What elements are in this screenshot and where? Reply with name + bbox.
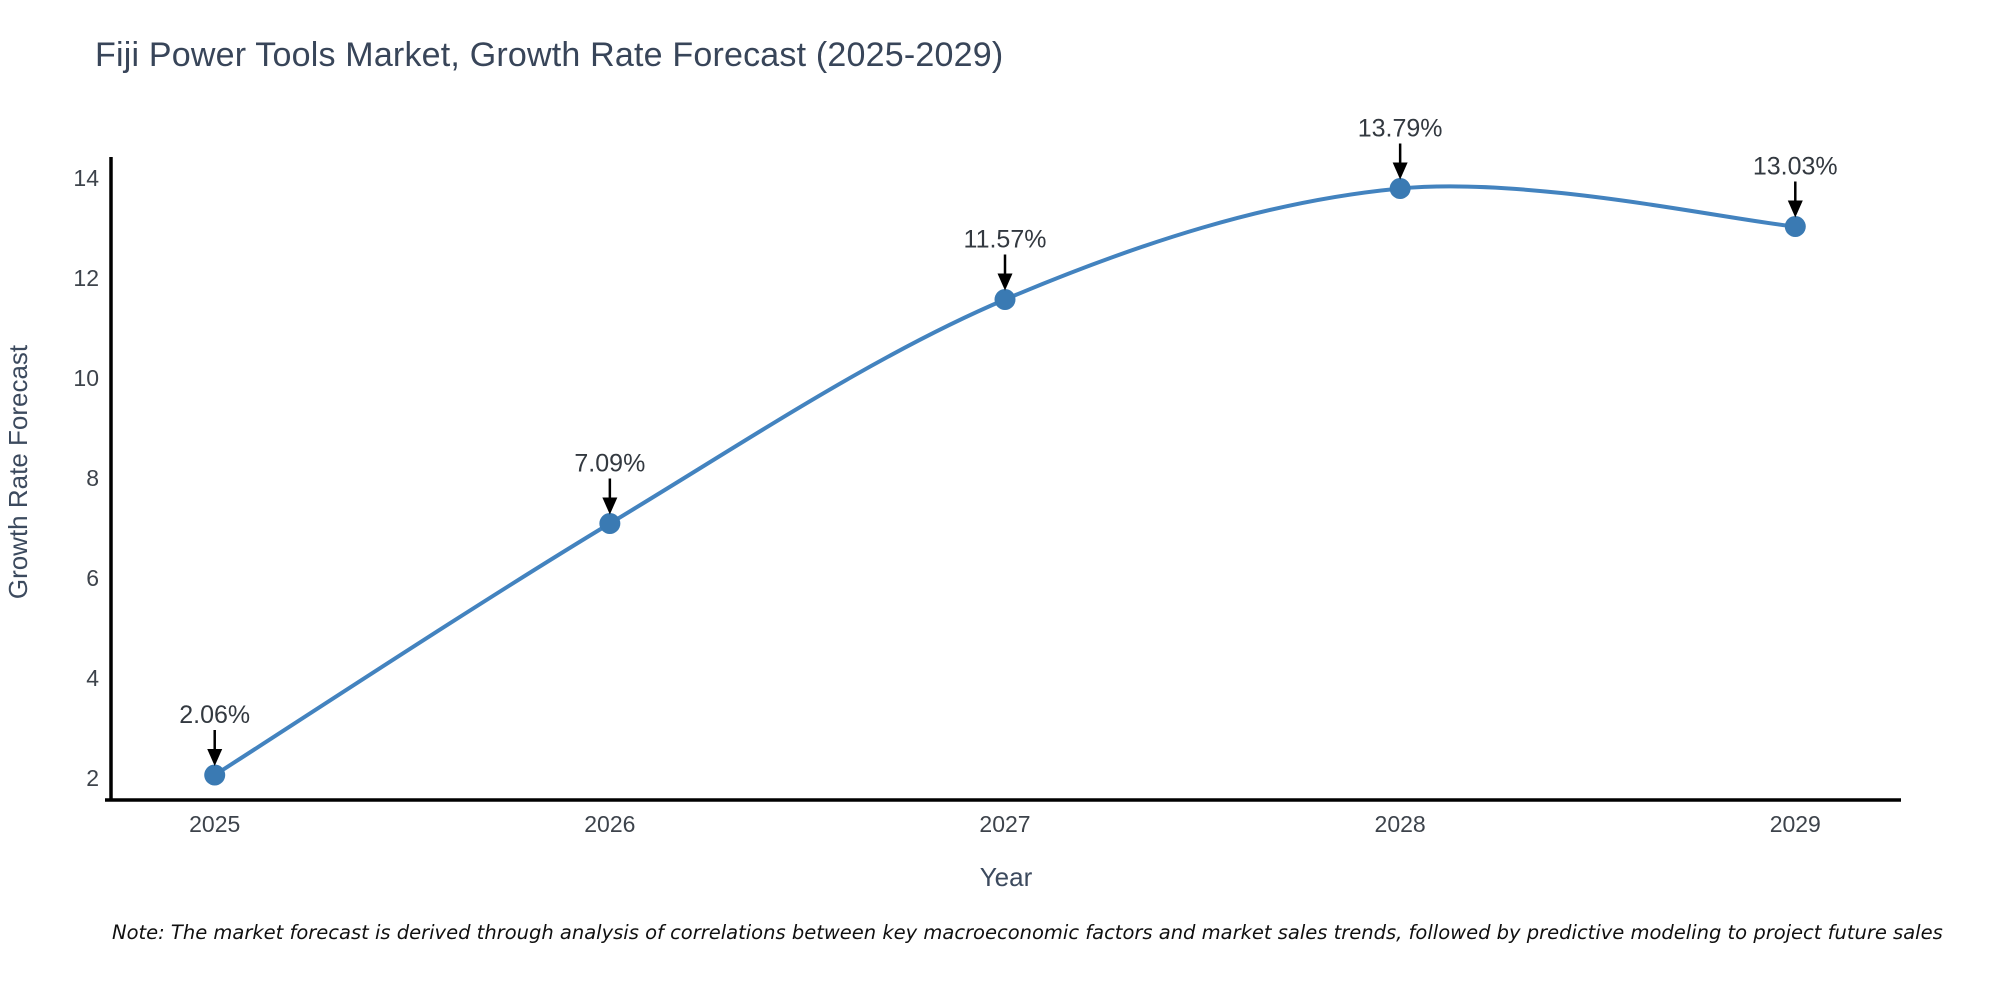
y-tick-label: 10 (73, 365, 99, 391)
annotation-arrowhead-icon (997, 273, 1013, 291)
y-tick-label: 8 (86, 465, 99, 491)
point-value-label: 11.57% (964, 226, 1047, 254)
x-tick-label: 2029 (1770, 811, 1821, 837)
x-tick-label: 2028 (1375, 811, 1426, 837)
annotation-arrowhead-icon (602, 497, 618, 515)
x-tick-label: 2027 (979, 811, 1030, 837)
point-annotations: 2.06% 7.09% 11.57% 13.79% 13.03% (179, 115, 1838, 766)
x-axis-title: Year (980, 862, 1033, 892)
y-tick-label: 12 (73, 265, 99, 291)
y-tick-label: 14 (73, 165, 99, 191)
footnote: Note: The market forecast is derived thr… (112, 921, 1943, 944)
annotation-arrowhead-icon (207, 749, 223, 766)
y-tick-label: 4 (86, 665, 99, 691)
annotation-arrowhead-icon (1392, 162, 1408, 180)
y-tick-label: 2 (86, 765, 99, 791)
point-value-label: 7.09% (574, 450, 645, 478)
y-axis-title: Growth Rate Forecast (3, 344, 33, 599)
data-point-marker (1784, 216, 1806, 237)
data-point-marker (994, 289, 1016, 310)
point-value-label: 13.03% (1753, 153, 1838, 181)
tick-labels: 2 4 6 8 10 12 14 2025 2026 2027 2028 2029 (73, 165, 1820, 837)
data-point-marker (599, 513, 621, 534)
chart-title: Fiji Power Tools Market, Growth Rate For… (95, 36, 1004, 74)
data-point-marker (204, 764, 226, 786)
x-tick-label: 2026 (584, 811, 635, 837)
line-series (204, 178, 1806, 786)
x-tick-label: 2025 (189, 811, 240, 837)
point-value-label: 13.79% (1358, 115, 1443, 143)
data-point-marker (1389, 178, 1411, 199)
y-tick-label: 6 (86, 565, 99, 591)
point-value-label: 2.06% (179, 701, 250, 729)
annotation-arrowhead-icon (1787, 200, 1803, 218)
